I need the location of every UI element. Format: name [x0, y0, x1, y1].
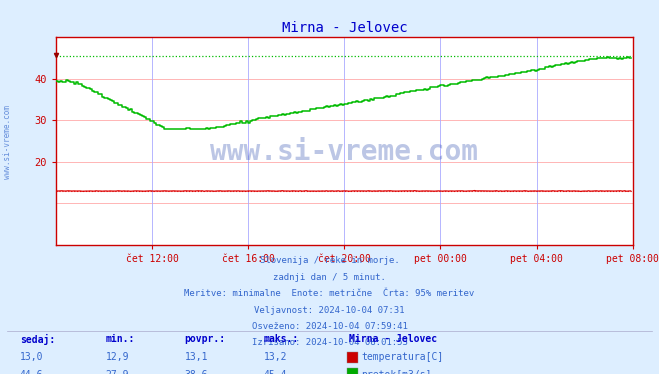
Text: Meritve: minimalne  Enote: metrične  Črta: 95% meritev: Meritve: minimalne Enote: metrične Črta:…	[185, 289, 474, 298]
Text: 12,9: 12,9	[105, 352, 129, 362]
Text: Slovenija / reke in morje.: Slovenija / reke in morje.	[260, 256, 399, 265]
Text: Izrisano: 2024-10-04 08:01:53: Izrisano: 2024-10-04 08:01:53	[252, 338, 407, 347]
Text: Veljavnost: 2024-10-04 07:31: Veljavnost: 2024-10-04 07:31	[254, 306, 405, 315]
Text: 45,4: 45,4	[264, 370, 287, 374]
Title: Mirna - Jelovec: Mirna - Jelovec	[281, 21, 407, 35]
Text: min.:: min.:	[105, 334, 135, 344]
Text: sedaj:: sedaj:	[20, 334, 55, 344]
Text: 38,6: 38,6	[185, 370, 208, 374]
Text: 27,9: 27,9	[105, 370, 129, 374]
Text: 44,6: 44,6	[20, 370, 43, 374]
Text: 13,2: 13,2	[264, 352, 287, 362]
Text: temperatura[C]: temperatura[C]	[361, 352, 444, 362]
Text: www.si-vreme.com: www.si-vreme.com	[3, 105, 13, 179]
Text: 13,1: 13,1	[185, 352, 208, 362]
Text: Mirna - Jelovec: Mirna - Jelovec	[349, 334, 438, 344]
Text: povpr.:: povpr.:	[185, 334, 225, 344]
Text: pretok[m3/s]: pretok[m3/s]	[361, 370, 432, 374]
Text: maks.:: maks.:	[264, 334, 299, 344]
Text: Osveženo: 2024-10-04 07:59:41: Osveženo: 2024-10-04 07:59:41	[252, 322, 407, 331]
Text: zadnji dan / 5 minut.: zadnji dan / 5 minut.	[273, 273, 386, 282]
Text: 13,0: 13,0	[20, 352, 43, 362]
Text: www.si-vreme.com: www.si-vreme.com	[210, 138, 478, 166]
